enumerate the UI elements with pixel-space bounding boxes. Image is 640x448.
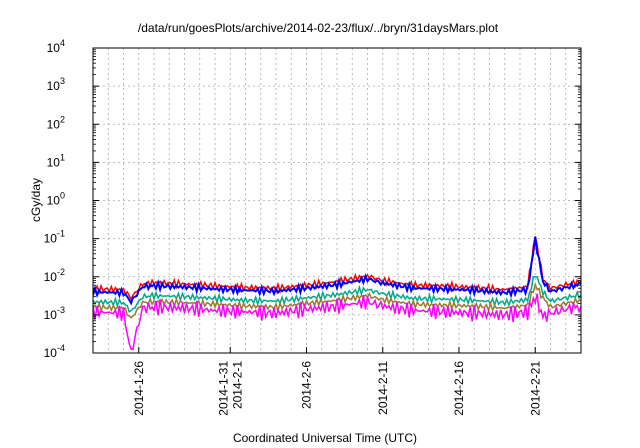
x-tick-label: 2014-2-11 — [376, 361, 390, 415]
x-tick-label: 2014-2-1 — [230, 361, 244, 409]
y-tick-exponent: 1 — [60, 152, 65, 162]
x-tick-label: 2014-1-31 — [216, 361, 230, 416]
y-tick-label: 10-2 — [44, 267, 65, 284]
y-tick-label: 10-1 — [44, 229, 65, 246]
series-layer — [93, 236, 581, 351]
x-tick-label: 2014-2-21 — [528, 361, 542, 416]
series-line-5 — [93, 293, 581, 351]
series-line-3 — [93, 275, 581, 313]
y-tick-exponent: 0 — [60, 191, 65, 201]
y-tick-exponent: -2 — [57, 267, 65, 277]
x-axis: 2014-1-26 2014-1-31 2014-2-1 2014-2-6 2014-2… — [132, 347, 542, 416]
series-line-4 — [93, 281, 581, 319]
y-tick-exponent: 3 — [60, 76, 65, 86]
y-tick-exponent: -3 — [57, 305, 65, 315]
y-tick-exponent: -4 — [57, 343, 65, 353]
y-tick-label: 10-3 — [44, 305, 65, 322]
x-tick-label: 2014-2-16 — [452, 361, 466, 416]
y-tick-label: 100 — [47, 191, 65, 208]
y-tick-label: 102 — [47, 114, 65, 131]
y-tick-label: 104 — [47, 38, 65, 55]
y-tick-exponent: 4 — [60, 38, 65, 48]
y-tick-label: 10-4 — [44, 343, 65, 360]
y-tick-exponent: 2 — [60, 114, 65, 124]
y-tick-label: 101 — [47, 152, 65, 169]
x-tick-label: 2014-1-26 — [132, 361, 146, 416]
chart-title: /data/run/goesPlots/archive/2014-02-23/f… — [138, 21, 499, 35]
y-axis-label: cGy/day — [29, 178, 43, 222]
y-tick-label: 103 — [47, 76, 65, 93]
grid — [93, 48, 581, 353]
y-tick-exponent: -1 — [57, 229, 65, 239]
series-line-2 — [93, 236, 581, 306]
x-tick-label: 2014-2-6 — [300, 361, 314, 409]
x-axis-label: Coordinated Universal Time (UTC) — [233, 431, 417, 445]
